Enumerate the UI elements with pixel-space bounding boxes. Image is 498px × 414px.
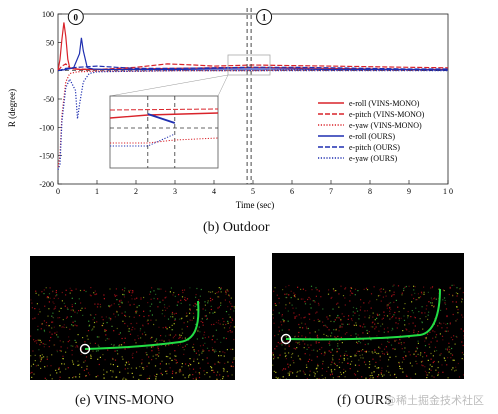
zoom-region (227, 54, 271, 76)
y-tick-label: 50 (46, 38, 54, 47)
x-tick-label: 2 (134, 187, 138, 196)
trajectory-line (285, 288, 441, 341)
legend-label: e-yaw (OURS) (349, 154, 398, 163)
marker-label: 1 (262, 13, 267, 23)
point-cloud (272, 284, 464, 379)
y-tick-label: -150 (39, 152, 54, 161)
x-tick-label: 9 (407, 187, 411, 196)
y-tick-label: 100 (42, 10, 54, 19)
series-line-6 (57, 70, 448, 171)
pointcloud-ours (272, 253, 464, 379)
marker-circle (67, 9, 84, 25)
start-point-marker (280, 333, 292, 345)
inset-red-dotted (110, 137, 219, 144)
series-line-1 (57, 22, 448, 71)
inset-red-solid (109, 112, 219, 119)
x-tick-label: 8 (368, 187, 372, 196)
y-axis-label: R (degree) (7, 89, 17, 127)
x-axis: 0 1 2 3 4 5 6 7 8 9 1 0 (56, 180, 453, 196)
caption-ours: (f) OURS (337, 393, 392, 408)
series-line-4 (57, 37, 449, 72)
y-tick-label: -200 (39, 180, 54, 189)
trajectory-line (84, 300, 200, 350)
x-tick-label: 1 0 (443, 187, 453, 196)
legend-label: e-roll (VINS-MONO) (349, 99, 420, 108)
marker-label: 0 (74, 13, 79, 23)
zoom-connector (109, 74, 229, 97)
x-tick-label: 5 (251, 187, 255, 196)
series-line-2 (57, 63, 449, 72)
legend-label: e-yaw (VINS-MONO) (349, 121, 422, 130)
inset-frame (109, 95, 219, 169)
inset-blue-solid (147, 113, 176, 124)
series-layer (57, 22, 449, 171)
start-point-marker (79, 343, 91, 355)
y-axis: 100 50 0 -50 -100 -150 -200 (39, 10, 62, 189)
x-tick-label: 0 (56, 187, 60, 196)
pointcloud-vins-mono (30, 256, 235, 380)
legend: e-roll (VINS-MONO) e-pitch (VINS-MONO) e-y… (318, 99, 425, 163)
y-tick-label: 0 (50, 67, 54, 76)
x-tick-label: 7 (329, 187, 333, 196)
x-axis-label: Time (sec) (236, 200, 274, 210)
y-tick-label: -100 (39, 123, 54, 132)
x-tick-label: 3 (173, 187, 177, 196)
legend-label: e-pitch (OURS) (349, 143, 400, 152)
series-line-3 (57, 69, 448, 168)
marker-circle (256, 9, 273, 25)
inset-red-dashed (109, 108, 219, 111)
legend-label: e-roll (OURS) (349, 132, 395, 141)
zoom-connector (217, 74, 229, 97)
caption-vins-mono: (e) VINS-MONO (75, 393, 174, 408)
zoom-inset (109, 54, 271, 169)
y-tick-label: -50 (43, 95, 54, 104)
legend-label: e-pitch (VINS-MONO) (349, 110, 425, 119)
point-cloud (30, 287, 235, 380)
x-tick-label: 4 (212, 187, 216, 196)
x-tick-label: 6 (290, 187, 294, 196)
caption-outdoor: (b) Outdoor (203, 220, 270, 235)
watermark: @稀土掘金技术社区 (385, 394, 484, 407)
x-tick-label: 1 (95, 187, 99, 196)
series-line-5 (57, 65, 448, 72)
